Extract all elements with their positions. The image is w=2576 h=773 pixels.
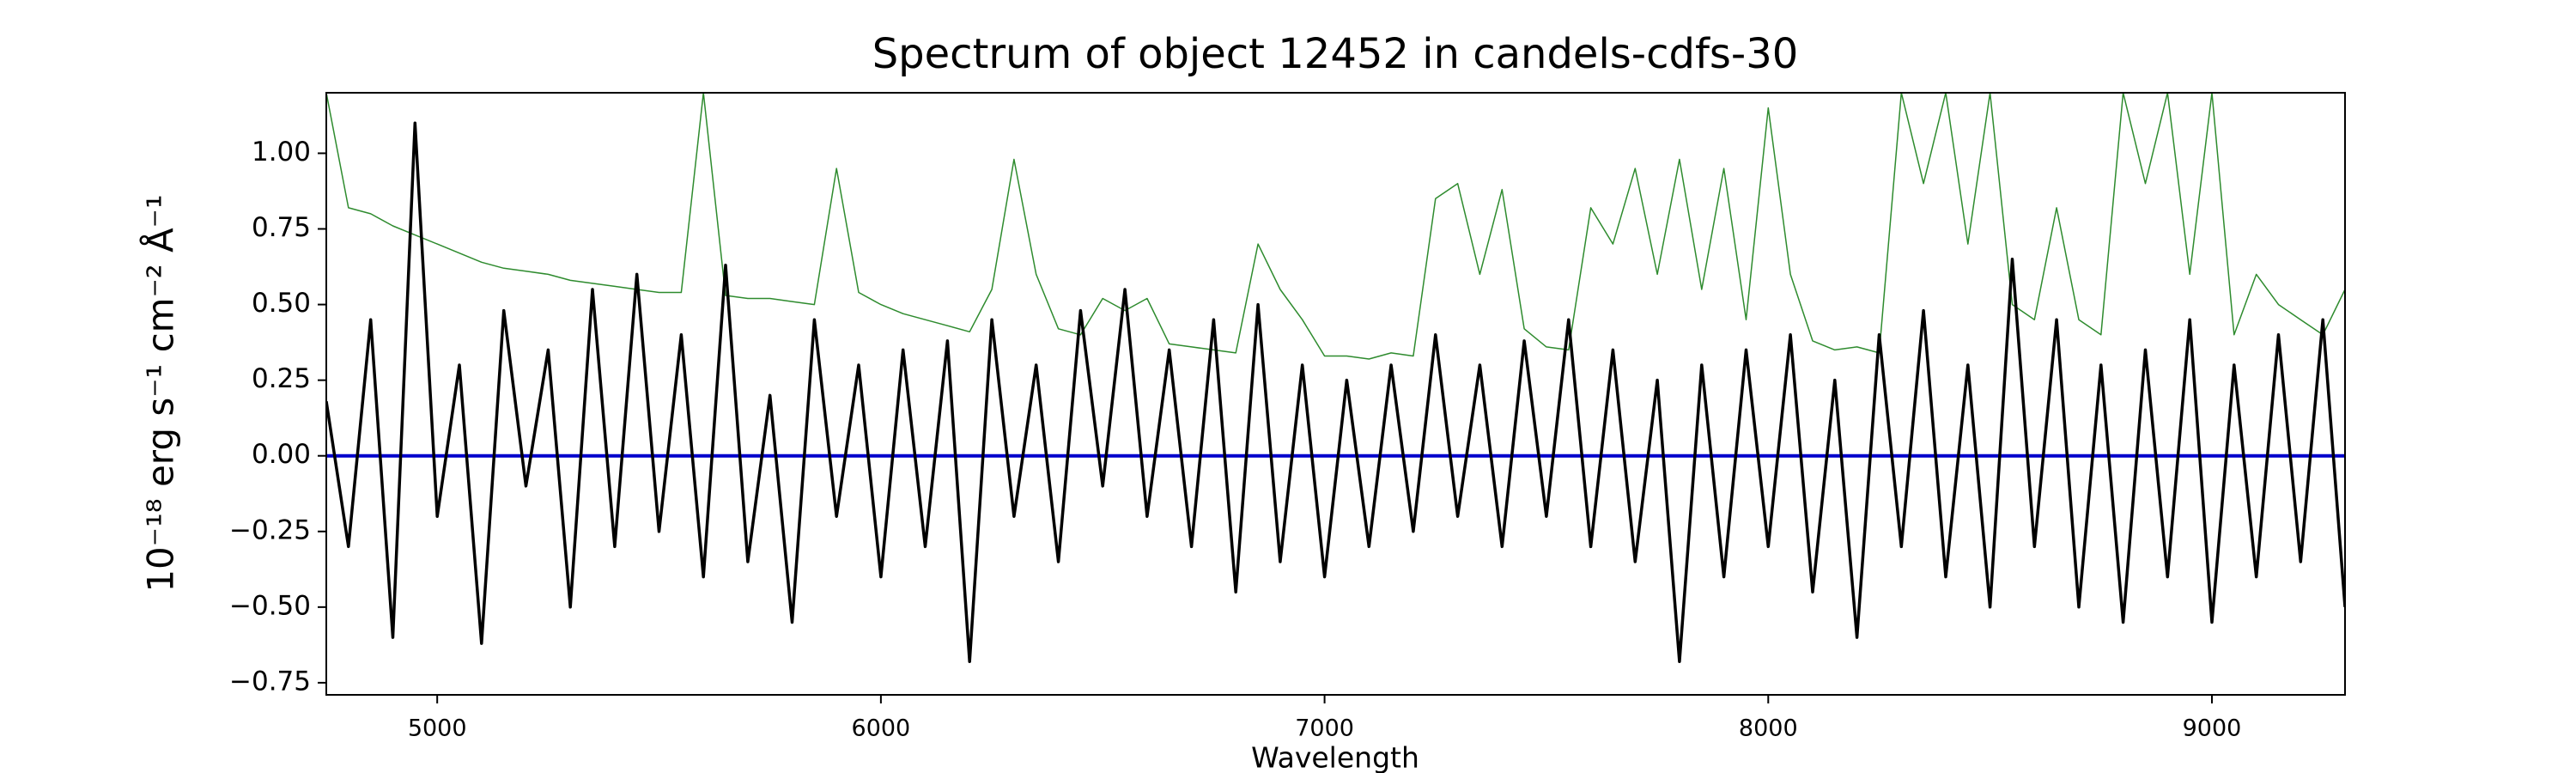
x-tick-label: 7000: [1295, 715, 1354, 742]
y-tick-label: 1.00: [252, 137, 311, 167]
x-axis-label: Wavelength: [1251, 741, 1419, 773]
y-tick-label: 0.75: [252, 212, 311, 243]
y-tick-label: 0.50: [252, 288, 311, 319]
x-tick-label: 8000: [1739, 715, 1798, 742]
plot-frame: [325, 92, 2346, 696]
x-tick-label: 6000: [852, 715, 911, 742]
series-line: [326, 121, 2345, 664]
y-axis-label: 10⁻¹⁸ erg s⁻¹ cm⁻² Å⁻¹: [139, 194, 182, 592]
x-tick-label: 9000: [2183, 715, 2242, 742]
y-tick-label: −0.25: [229, 514, 311, 545]
y-tick-label: −0.50: [229, 590, 311, 621]
y-tick-label: 0.25: [252, 363, 311, 394]
series-line: [326, 93, 2345, 360]
y-tick-label: −0.75: [229, 666, 311, 697]
y-tick-label: 0.00: [252, 439, 311, 470]
chart-title: Spectrum of object 12452 in candels-cdfs…: [872, 30, 1799, 78]
x-tick-label: 5000: [408, 715, 467, 742]
